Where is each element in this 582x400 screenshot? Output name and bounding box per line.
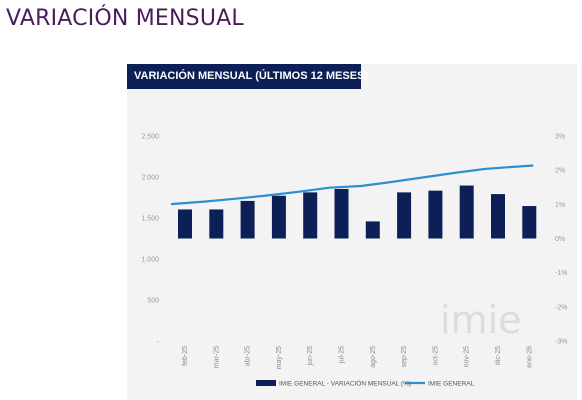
monthly-variation-chart: imie 2.500 2.000 1.500 1.000 500 - 3% 2% 1% 0% -1…	[141, 134, 567, 388]
x-tick-label: may-25	[276, 346, 283, 369]
x-tick-label: feb-25	[182, 346, 189, 366]
page-title: VARIACIÓN MENSUAL	[6, 6, 244, 31]
legend-bar-label: IMIE GENERAL - VARIACIÓN MENSUAL (%)	[279, 379, 411, 388]
left-axis-ticks: 2.500 2.000 1.500 1.000 500 -	[141, 134, 159, 346]
x-tick-label: ago-25	[370, 346, 377, 368]
x-tick-label: ene-26	[526, 346, 533, 368]
bar-oct-25	[428, 190, 443, 239]
right-axis-ticks: 3% 2% 1% 0% -1% -2% -3%	[555, 134, 567, 346]
x-tick-label: dic-25	[495, 346, 502, 365]
x-tick-label: jul-25	[339, 346, 346, 364]
left-tick-label: 2.500	[141, 134, 159, 141]
imie-watermark-logo: imie	[440, 298, 522, 342]
left-tick-label: 1.000	[141, 257, 159, 264]
left-tick-label: 500	[147, 298, 159, 305]
bar-series	[178, 185, 537, 239]
right-tick-label: 2%	[555, 168, 565, 175]
chart-legend: IMIE GENERAL - VARIACIÓN MENSUAL (%) IMIE…	[256, 379, 475, 388]
bar-ago-25	[365, 221, 380, 239]
x-tick-label: abr-25	[245, 346, 252, 366]
bar-may-25	[271, 195, 286, 239]
bar-jun-25	[303, 192, 318, 239]
bar-feb-25	[178, 209, 192, 239]
chart-header: VARIACIÓN MENSUAL (ÚLTIMOS 12 MESES)	[127, 64, 368, 89]
bar-abr-25	[240, 200, 255, 239]
left-tick-label: 1.500	[141, 216, 159, 223]
right-tick-label: 0%	[555, 236, 565, 243]
x-tick-label: jun-25	[307, 346, 314, 367]
x-axis-ticks: feb-25 mar-25 abr-25 may-25 jun-25 jul-25 ago-…	[182, 346, 533, 369]
x-tick-label: sep-25	[401, 346, 408, 368]
right-tick-label: -3%	[555, 339, 567, 346]
left-tick-label: -	[157, 339, 160, 346]
bar-jul-25	[334, 188, 349, 239]
right-tick-label: -2%	[555, 304, 567, 311]
legend-bar-swatch	[256, 380, 276, 386]
right-tick-label: -1%	[555, 270, 567, 277]
bar-mar-25	[209, 209, 224, 239]
right-tick-label: 3%	[555, 134, 565, 141]
right-tick-label: 1%	[555, 202, 565, 209]
bar-nov-25	[459, 185, 474, 239]
bar-ene-26	[522, 206, 537, 239]
x-tick-label: nov-25	[464, 346, 471, 368]
bar-dic-25	[491, 194, 505, 239]
x-tick-label: oct-25	[432, 346, 439, 366]
chart-card: VARIACIÓN MENSUAL (ÚLTIMOS 12 MESES) imi…	[127, 64, 577, 400]
left-tick-label: 2.000	[141, 175, 159, 182]
bar-sep-25	[397, 192, 412, 239]
x-tick-label: mar-25	[213, 346, 220, 368]
line-imie-general	[170, 164, 534, 206]
legend-line-label: IMIE GENERAL	[428, 381, 475, 388]
line-series	[170, 164, 534, 206]
